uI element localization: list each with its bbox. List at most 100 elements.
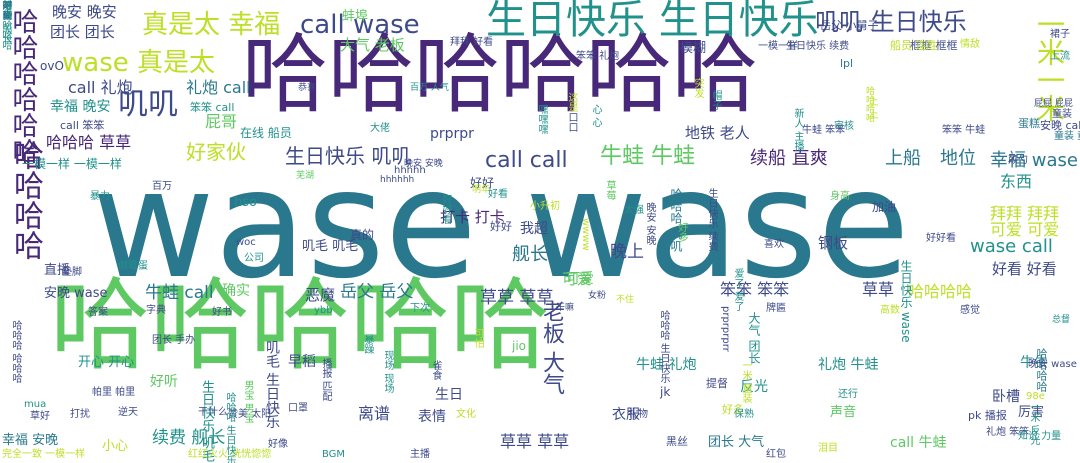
word: 真的 [350,228,375,242]
word: BGM [322,449,346,460]
word: 童装 童装 [1054,131,1080,142]
word: 还行 [838,389,858,400]
word: jio [512,339,527,353]
word: 打卡 打卡 [440,208,505,226]
word: 爱了 爱了 [732,268,743,312]
word: 98e [1026,391,1045,402]
word: 船员 连胜 [890,39,938,52]
word: 喜欢 [764,239,784,250]
word: 可爱 [566,271,594,287]
word: 钢板 [818,234,849,252]
word: 生日 [435,387,463,403]
word: 上流 [1050,51,1070,62]
word: wwww [580,218,591,251]
word: 拜拜 好看 [450,37,494,48]
word: 男宝 男宝 [242,380,253,424]
word: 大气 团长 [747,312,761,364]
word: 暴躁 [362,334,373,354]
word: 船长 船长 [0,0,11,44]
word: 礼炮 笨笨 [986,427,1030,438]
word: 哈哈哈哈 [8,140,43,260]
word: 哈哈哈 生日快乐 [224,392,235,463]
word: 知识 力量 [1018,431,1062,442]
word: 礼物 [628,409,648,420]
word: 童装 [1052,109,1072,120]
word: 红红火火 恍恍惚惚 [188,449,272,460]
word: 地铁 老人 [685,124,750,142]
word: 岳父 小舅子 [820,19,879,32]
word: call 笨笨 [60,119,105,132]
word: 表情 [418,409,446,425]
word: 答案 [88,307,108,318]
word: 感觉 [960,305,980,316]
word: 倒霉蛋 [118,261,148,272]
word: 一米 童装 [740,360,751,404]
word: 笨笨 牛蛙 [942,125,986,136]
word: 安晚 wase [44,286,108,301]
word: 生日快乐 wase [899,260,913,343]
word: 身高 [830,191,850,202]
word: 上船 [885,148,921,169]
word: 礼炮 call [186,78,251,97]
word: 好多 [0,0,11,20]
word: wase 真是太 [62,48,216,78]
word: 哈哈哈哈哈 [0,0,11,50]
word: 干什么 [198,407,228,418]
word: 哈哈哈 生日快乐 [658,310,669,384]
word: woc [236,237,256,248]
word: 赞美 太阳 [228,409,272,420]
word: 公司 [244,253,264,264]
word: 哈哈哈哈哈哈 [8,8,38,164]
word: 嘿嘿嘿 [536,104,547,134]
word: 好书 [212,307,232,318]
word: 红包 [766,449,786,460]
word: 情敌 [960,39,980,50]
word: 恭喜 [298,83,317,93]
word: 好看 好看 [992,260,1057,278]
word: 生日快乐 生日快乐 [486,0,819,43]
word: call call [485,148,568,173]
word: 岳父 岳父 [340,282,414,302]
word: 这是 [566,92,577,112]
word: 晚安 安晚 [404,159,443,169]
word: 心 心 [590,104,601,128]
word: 牛牛 [1020,355,1048,371]
word: 屁哥 [205,112,238,131]
word: ybb [314,305,333,316]
word: 好看 [488,189,508,200]
word: 叽叽 [118,87,178,122]
word: 好多 [722,403,744,416]
word: 一米一米 [1033,10,1066,122]
word: 框框 框框 [910,39,958,52]
word: 牛蛙 牛蛙 [600,144,695,169]
word: 加油 [872,200,897,214]
word: 可爱 [562,270,593,288]
word: ovO [40,59,64,73]
word: 不理 [0,0,11,20]
word: 新人 主播 [792,108,803,152]
word: jk [660,385,671,399]
word: 口罩 [288,403,308,414]
word: 晚安 wase [1028,359,1077,370]
word: 早稻 [288,354,316,370]
word: 老板 大气 [539,300,564,395]
word: 幸福 安晚 [2,433,59,448]
word: 晚上 [610,242,644,262]
word: 颠勺 [1008,155,1028,166]
word: 开心 开心 [78,355,135,370]
word: 提督 [706,377,728,390]
word: 直播 [44,263,71,278]
word: 女粉 [588,291,607,301]
word: 小心 [102,439,129,454]
word: 草草 草草 [500,432,570,451]
word: wase call [970,236,1053,257]
word: 百万 [152,181,172,192]
word: 现场 现场 [382,350,393,394]
word: 续船 直爽 [750,148,828,169]
word: 帕里 帕里 [92,387,136,398]
word: 黑丝 [666,435,688,448]
word: 百万 人气 [410,83,449,93]
word: 牛蛙 笨笨 [802,125,846,136]
word: 文化 [456,409,476,420]
